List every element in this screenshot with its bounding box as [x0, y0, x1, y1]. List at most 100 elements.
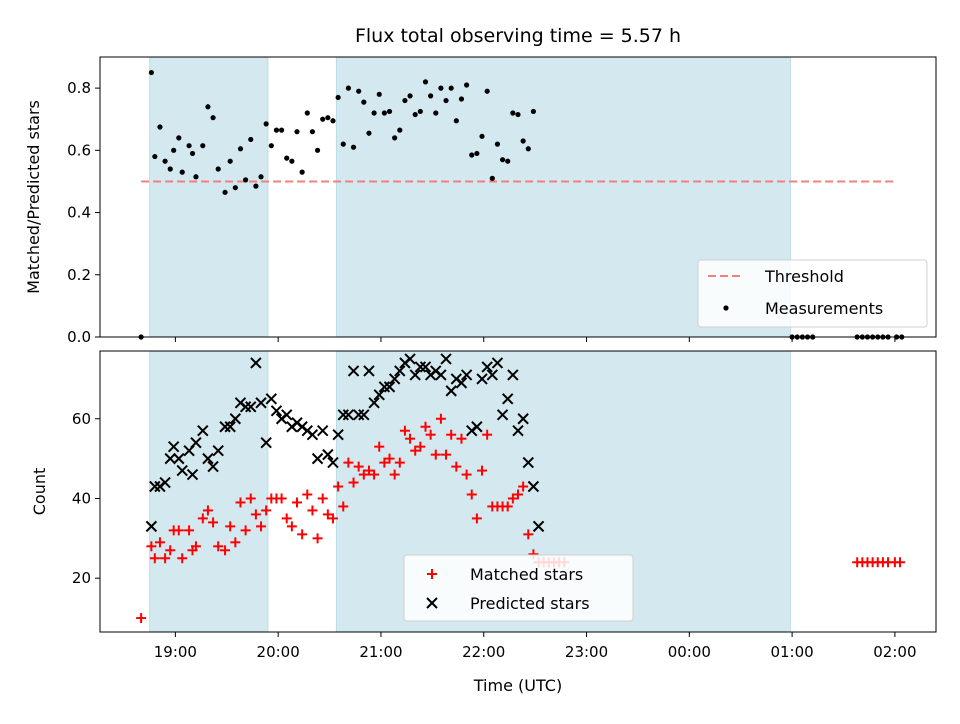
- x-tick-label: 21:00: [359, 643, 402, 661]
- matched-star-marker: [302, 489, 313, 500]
- predicted-star-marker-b: [476, 373, 488, 385]
- predicted-star-marker: [337, 409, 349, 421]
- predicted-star-marker-b: [316, 425, 329, 437]
- measurement-point: [273, 127, 280, 133]
- predicted-star-marker: [455, 377, 468, 389]
- predicted-star-marker: [440, 353, 452, 365]
- predicted-star-marker-b: [337, 409, 349, 421]
- predicted-star-marker: [512, 425, 524, 437]
- x-tick-label: 02:00: [873, 643, 916, 661]
- predicted-star-marker-b: [167, 440, 180, 453]
- predicted-star-marker-b: [229, 413, 242, 425]
- y-tick-label: 0.4: [67, 204, 91, 222]
- measurement-point: [320, 116, 326, 122]
- matched-star-marker: [430, 449, 441, 460]
- predicted-star-marker: [527, 480, 540, 493]
- measurement-point: [268, 143, 274, 149]
- measurement-point: [438, 85, 444, 91]
- measurement-point: [215, 166, 221, 172]
- matched-star-marker: [410, 445, 421, 456]
- predicted-star-marker-b: [481, 361, 493, 373]
- y-tick-label: 0.6: [67, 141, 91, 159]
- predicted-star-marker: [212, 444, 224, 457]
- predicted-star-marker-b: [440, 353, 452, 365]
- measurement-point: [171, 147, 177, 153]
- predicted-star-marker: [373, 389, 385, 401]
- measurement-point: [179, 169, 185, 175]
- predicted-star-marker-b: [491, 357, 504, 369]
- predicted-star-marker-b: [186, 468, 199, 481]
- measurement-point: [205, 104, 211, 110]
- measurement-point: [371, 110, 377, 116]
- measurement-point: [189, 150, 196, 157]
- predicted-star-marker: [281, 409, 293, 421]
- y-tick-label: 0.8: [67, 79, 91, 97]
- predicted-star-marker: [460, 369, 473, 381]
- predicted-star-marker: [159, 476, 171, 489]
- matched-star-marker: [405, 433, 416, 444]
- bottom-legend: Matched stars Predicted stars: [403, 554, 634, 622]
- matched-star-marker: [230, 537, 241, 548]
- predicted-star-marker-b: [394, 365, 406, 377]
- measurement-point: [422, 79, 429, 85]
- measurement-point: [469, 152, 475, 158]
- predicted-star-marker: [414, 361, 427, 373]
- predicted-star-marker: [502, 393, 514, 405]
- predicted-star-marker: [347, 365, 360, 377]
- measurement-point: [243, 177, 249, 183]
- predicted-star-marker-b: [190, 436, 202, 449]
- measurement-point: [176, 135, 182, 141]
- matched-star-marker: [276, 493, 287, 504]
- predicted-star-marker: [207, 460, 219, 473]
- measurement-point: [248, 136, 254, 143]
- measurement-point: [237, 146, 244, 152]
- measurement-point: [330, 118, 336, 124]
- predicted-star-marker: [435, 369, 447, 381]
- measurement-point: [314, 147, 321, 153]
- matched-star-marker: [384, 453, 395, 464]
- predicted-star-marker: [394, 365, 406, 377]
- predicted-star-marker: [311, 452, 324, 465]
- matched-star-marker: [297, 529, 308, 540]
- matched-star-marker: [348, 477, 359, 488]
- measurement-point: [453, 118, 459, 124]
- measurement-point: [433, 110, 439, 116]
- measurement-point: [253, 183, 259, 189]
- measurement-point: [148, 69, 154, 76]
- predicted-star-marker-b: [522, 456, 534, 469]
- matched-star-marker: [177, 553, 188, 564]
- predicted-star-marker-b: [471, 421, 483, 433]
- measurement-point: [263, 121, 269, 127]
- x-tick-label: 19:00: [154, 643, 197, 661]
- matched-star-marker: [317, 493, 328, 504]
- matched-star-marker: [286, 521, 297, 532]
- predicted-star-marker-b: [502, 393, 514, 405]
- matched-star-marker: [477, 465, 488, 476]
- matched-star-marker: [281, 513, 292, 524]
- measurement-point: [417, 108, 423, 115]
- predicted-star-marker: [190, 436, 202, 449]
- measurement-point: [448, 85, 454, 91]
- predicted-star-marker: [409, 369, 421, 381]
- legend-matched-swatch: [427, 569, 437, 579]
- predicted-star-marker-b: [281, 409, 293, 421]
- x-axis-label: Time (UTC): [473, 676, 562, 695]
- predicted-star-marker: [522, 456, 534, 469]
- predicted-star-marker-b: [260, 436, 272, 449]
- measurement-point: [520, 138, 526, 144]
- measurement-point: [157, 124, 163, 130]
- predicted-star-marker: [491, 357, 504, 369]
- legend-predicted-swatch-b: [426, 597, 438, 609]
- predicted-star-marker-b: [373, 389, 385, 401]
- predicted-star-marker: [352, 409, 365, 421]
- predicted-star-marker-b: [159, 476, 171, 489]
- y-tick-label: 0.0: [67, 328, 91, 346]
- matched-star-marker: [379, 457, 390, 468]
- measurement-point: [494, 141, 501, 147]
- predicted-star-marker: [145, 520, 158, 533]
- measurement-point: [499, 157, 506, 163]
- bottom-panel: 20 40 60 19:00 20:00 21:00 22:00 23:00 00:00 01:0…: [30, 350, 937, 695]
- measurement-point: [167, 166, 173, 172]
- matched-star-marker: [136, 613, 147, 624]
